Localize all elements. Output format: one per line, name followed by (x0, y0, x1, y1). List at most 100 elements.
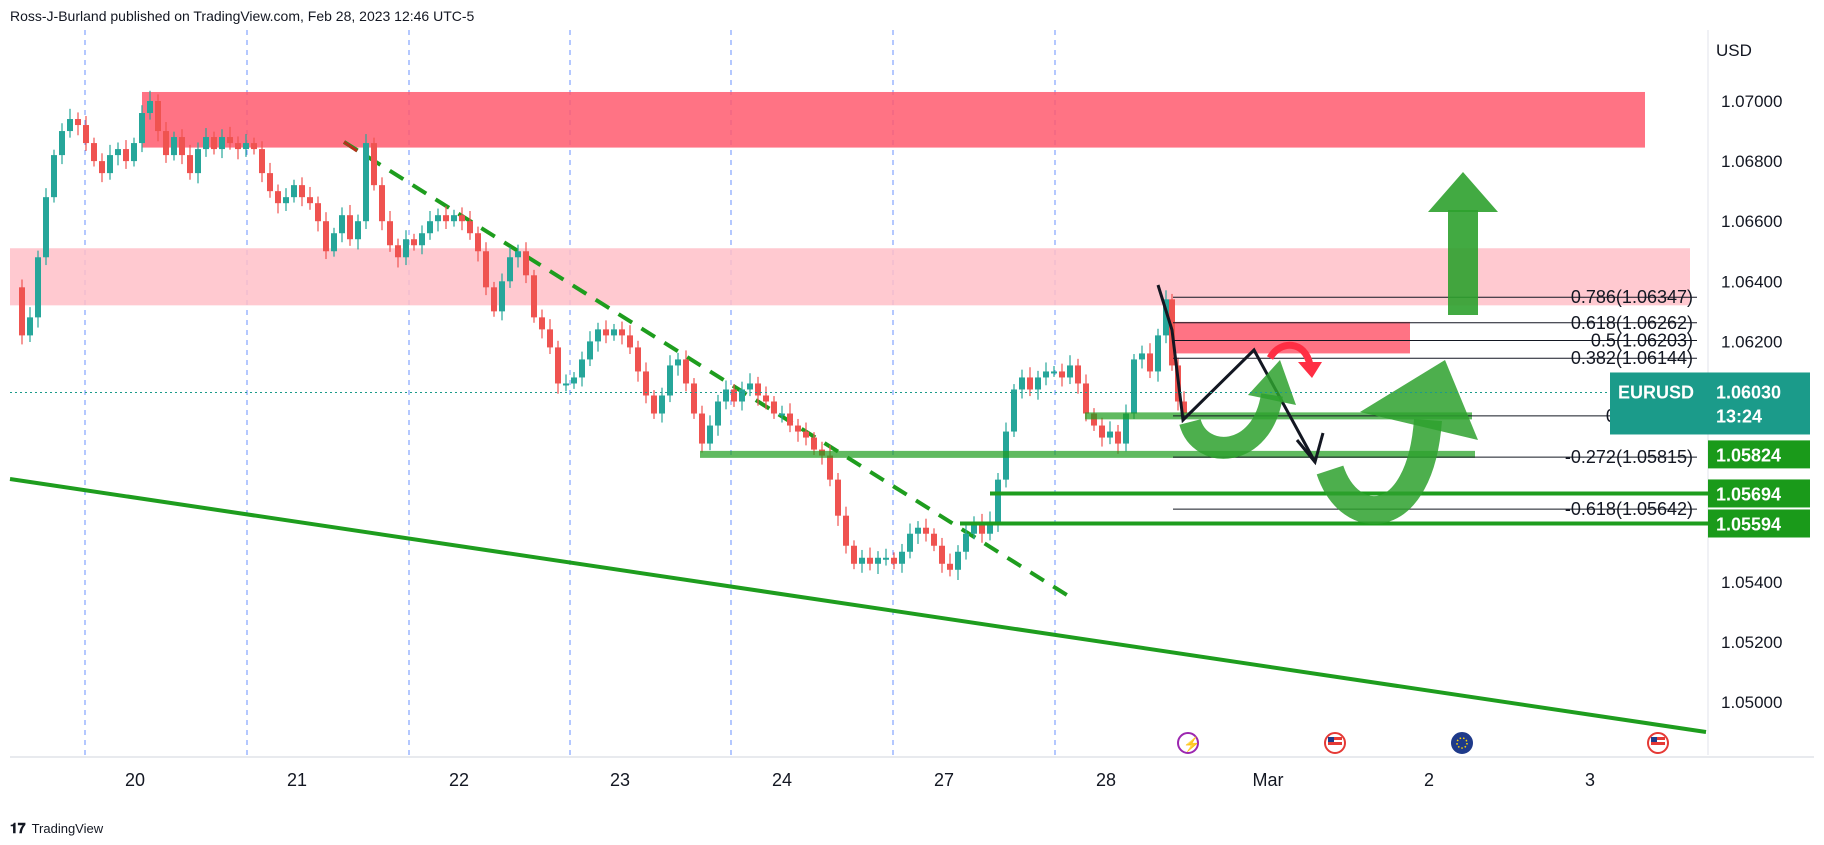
us-flag-icon[interactable] (1647, 732, 1669, 754)
candle-body (1091, 413, 1097, 426)
lightning-icon[interactable]: ⚡ (1177, 732, 1200, 754)
event-icons: ⚡ (1177, 732, 1669, 754)
candle-body (883, 557, 889, 560)
candle-body (867, 557, 873, 564)
u-turn-arrow-large (1316, 360, 1478, 525)
candle-body (1181, 401, 1187, 414)
price-tag-label: 1.05694 (1716, 484, 1781, 504)
candle-body (611, 329, 617, 336)
candle-body (1123, 413, 1129, 444)
candle-body (123, 149, 129, 162)
price-tag-label: 1.05824 (1716, 445, 1781, 465)
svg-text:⚡: ⚡ (1183, 736, 1200, 753)
current-price-label: 1.06030 (1716, 382, 1781, 402)
candle-body (355, 221, 361, 240)
descending-dashed-trendline (342, 140, 1072, 599)
candle-body (51, 155, 57, 198)
candle-body (491, 287, 497, 312)
candle-body (155, 101, 161, 132)
candle-body (43, 197, 49, 258)
candle-body (739, 389, 745, 402)
candle-body (723, 389, 729, 402)
fib-label: 0.5(1.06203) (1591, 330, 1693, 350)
candle-body (603, 329, 609, 336)
fib-label: 0.382(1.06144) (1571, 348, 1693, 368)
candle-body (643, 371, 649, 396)
candle-body (923, 527, 929, 534)
brand-name: TradingView (31, 821, 104, 836)
candle-body (1139, 353, 1145, 360)
time-tick: 27 (934, 770, 954, 790)
candle-body (731, 389, 737, 402)
candle-body (107, 155, 113, 174)
candle-body (659, 395, 665, 414)
candle-body (715, 401, 721, 426)
price-tags: 1.05824 1.05694 1.05594 (1708, 440, 1810, 538)
candle-body (891, 557, 897, 564)
candle-body (707, 425, 713, 444)
publish-attribution: Ross-J-Burland published on TradingView.… (10, 8, 475, 24)
candle-body (987, 521, 993, 534)
candle-body (563, 383, 569, 386)
candle-body (259, 149, 265, 174)
candle-body (699, 413, 705, 444)
candle-body (1131, 359, 1137, 414)
candle-body (651, 395, 657, 414)
candle-body (331, 233, 337, 252)
candle-body (1051, 371, 1057, 374)
candle-body (483, 251, 489, 288)
candle-body (899, 551, 905, 564)
candle-body (635, 347, 641, 372)
candle-body (451, 215, 457, 222)
price-tick: 1.06600 (1721, 212, 1782, 231)
time-tick: 22 (449, 770, 469, 790)
candle-body (195, 149, 201, 174)
time-tick: 24 (772, 770, 792, 790)
candle-body (691, 383, 697, 414)
candle-body (275, 191, 281, 204)
candle-body (667, 365, 673, 396)
time-tick: 23 (610, 770, 630, 790)
price-tag-label: 1.05594 (1716, 515, 1781, 535)
candle-body (627, 335, 633, 348)
candle-body (139, 113, 145, 144)
candle-body (227, 137, 233, 144)
candle-body (419, 233, 425, 246)
candle-body (1115, 431, 1121, 444)
candle-body (147, 101, 153, 114)
candle-body (1059, 371, 1065, 378)
candle-body (467, 221, 473, 234)
symbol-label: EURUSD (1618, 382, 1694, 402)
candle-body (1163, 299, 1169, 336)
candle-body (571, 377, 577, 384)
candle-body (771, 401, 777, 414)
candle-body (91, 143, 97, 162)
candle-body (187, 155, 193, 174)
candle-body (955, 551, 961, 570)
time-tick: 3 (1585, 770, 1595, 790)
time-axis-ticks: 20 21 22 23 24 27 28 Mar 2 3 (125, 770, 1595, 790)
price-tag-box (1708, 509, 1810, 538)
candle-body (267, 173, 273, 192)
candle-body (979, 521, 985, 534)
candle-body (747, 383, 753, 390)
candle-body (995, 479, 1001, 522)
candle-body (1155, 335, 1161, 372)
us-flag-icon[interactable] (1324, 732, 1346, 754)
candle-body (83, 125, 89, 144)
candle-body (235, 143, 241, 150)
candle-body (203, 137, 209, 150)
fib-label: 0.618(1.06262) (1571, 313, 1693, 333)
candle-body (595, 329, 601, 342)
candle-body (587, 341, 593, 360)
candle-body (251, 143, 257, 150)
candle-body (59, 131, 65, 156)
candle-body (1011, 389, 1017, 432)
candle-body (1107, 431, 1113, 438)
price-tick: 1.07000 (1721, 92, 1782, 111)
candle-body (459, 215, 465, 222)
eu-flag-icon[interactable] (1451, 732, 1473, 754)
candle-body (67, 119, 73, 132)
time-tick: 2 (1424, 770, 1434, 790)
